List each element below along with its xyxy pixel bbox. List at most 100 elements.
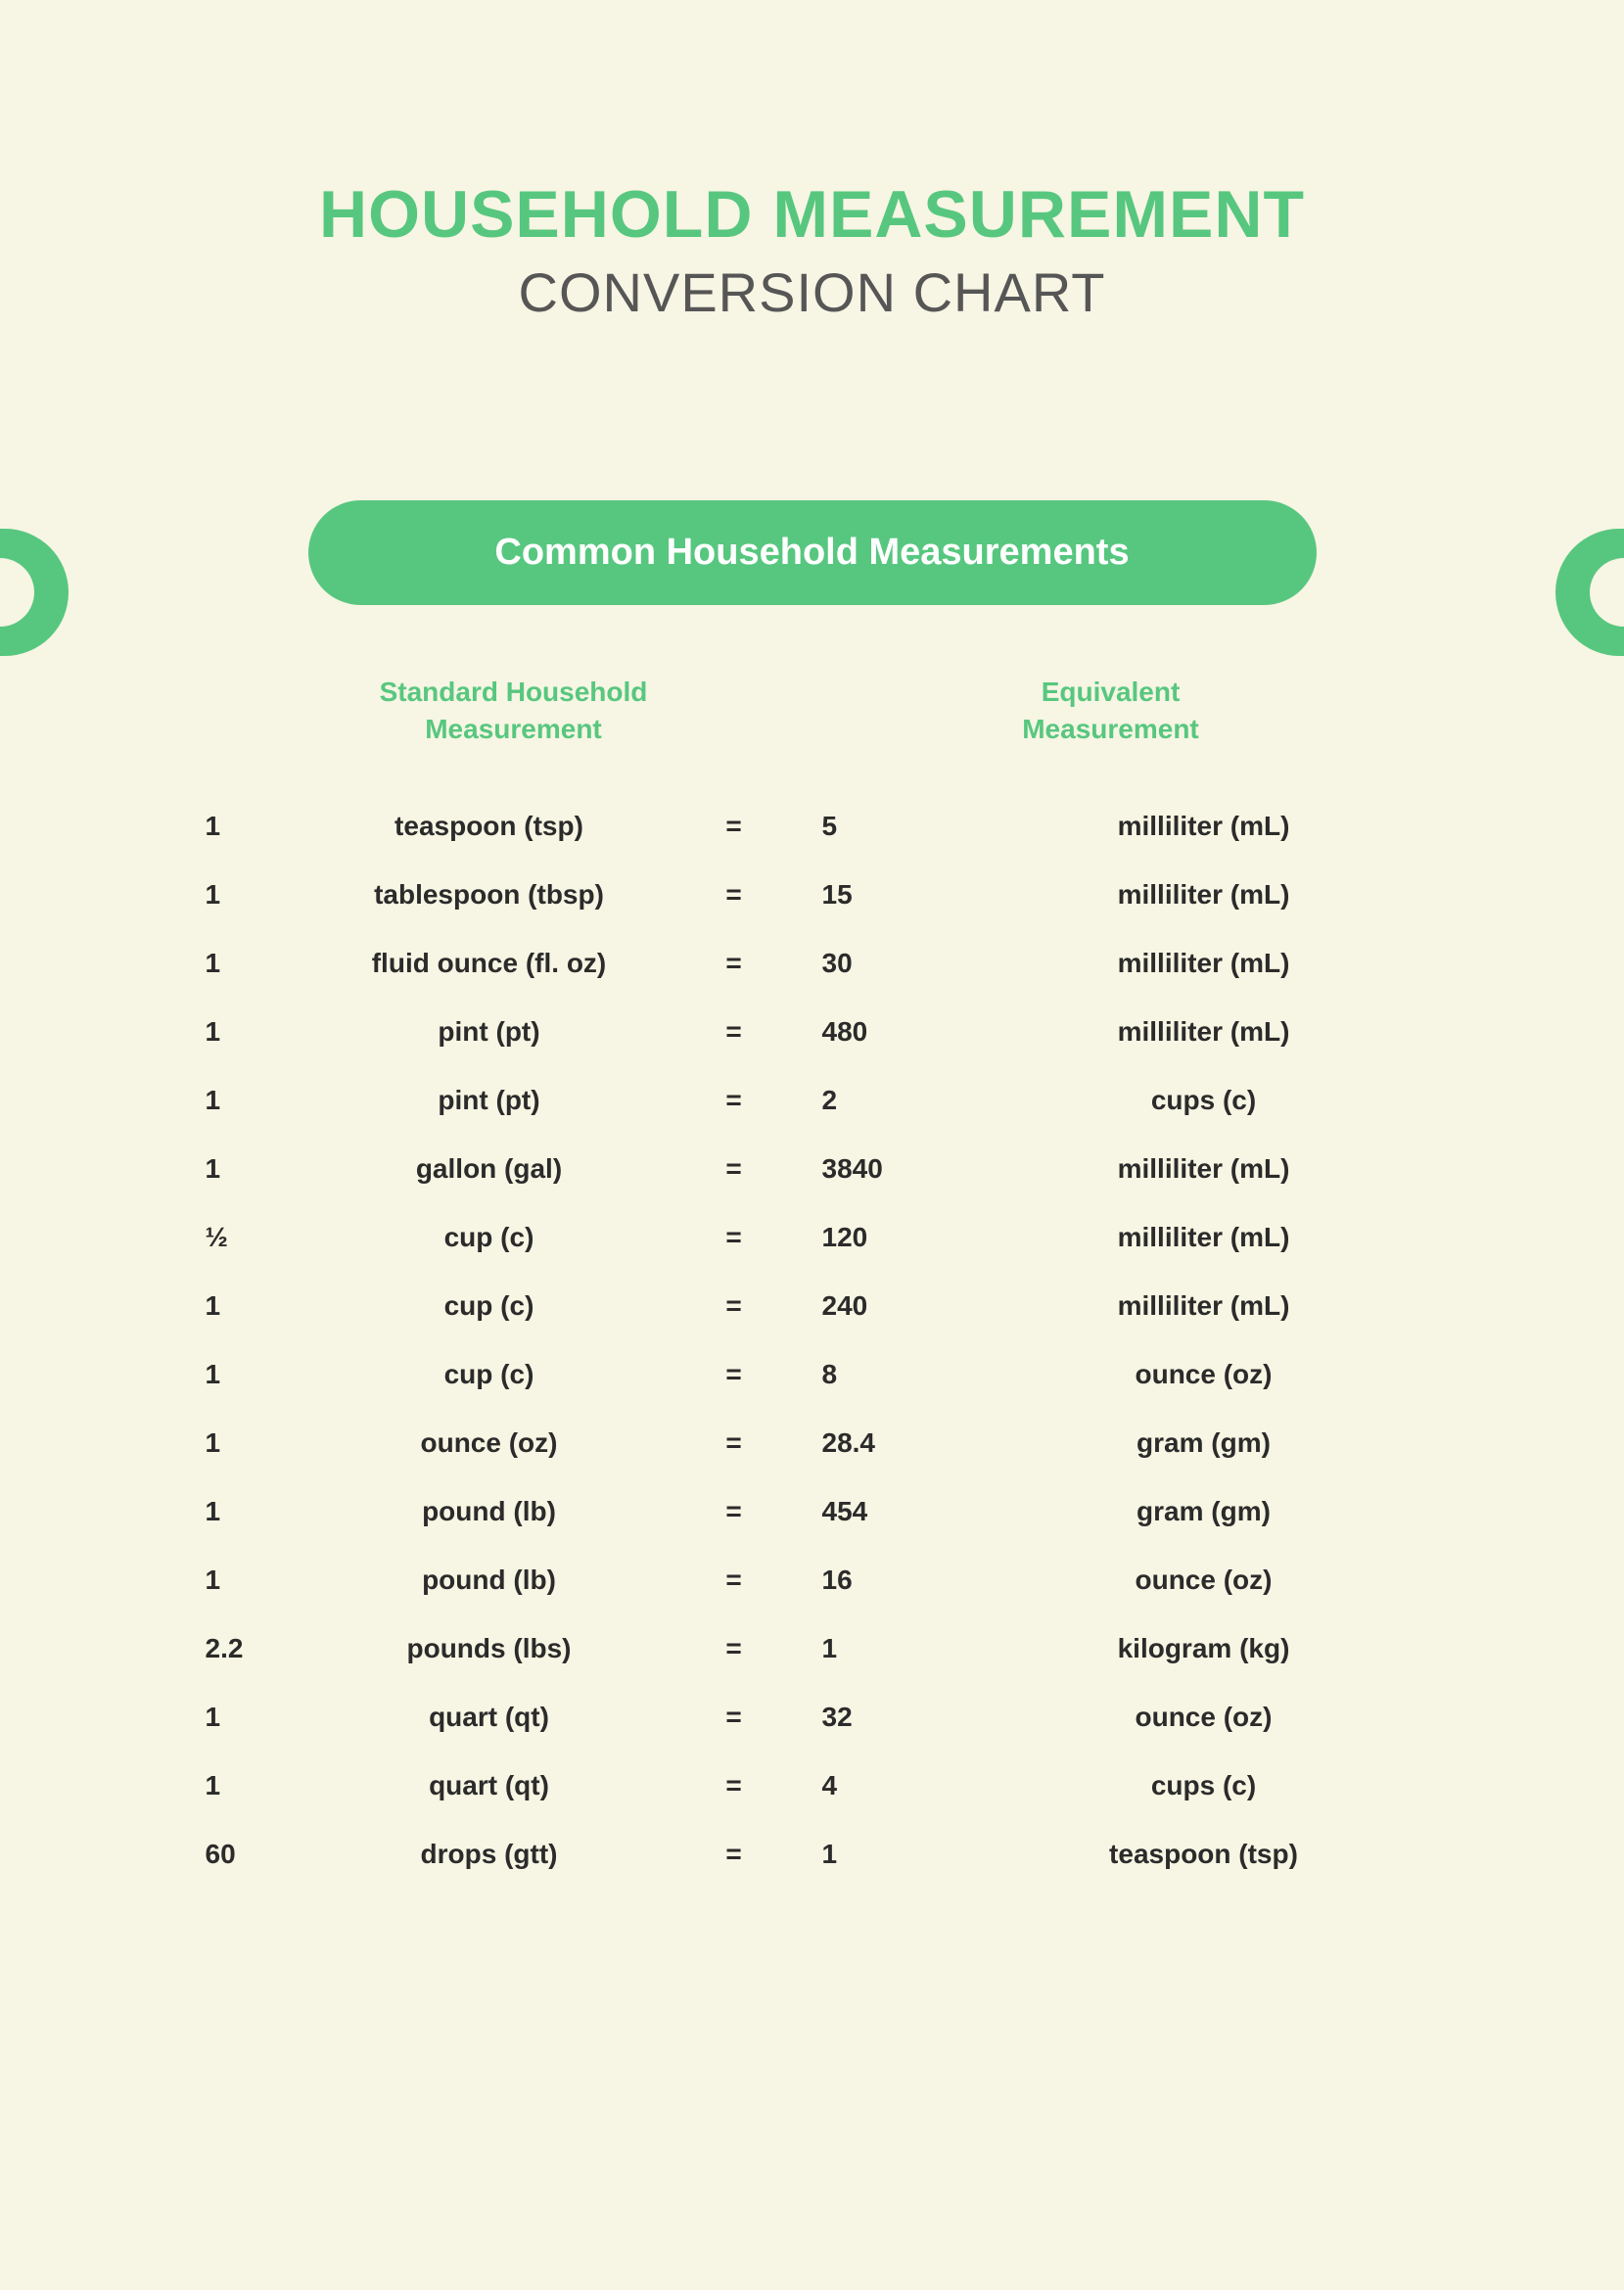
cell-unit1: quart (qt) bbox=[303, 1770, 675, 1801]
header-right-line2: Measurement bbox=[1022, 714, 1199, 744]
cell-qty2: 2 bbox=[793, 1085, 969, 1116]
cell-qty1: 1 bbox=[186, 1359, 303, 1390]
cell-qty2: 120 bbox=[793, 1222, 969, 1253]
header-left-line2: Measurement bbox=[425, 714, 602, 744]
table-row: 1pint (pt)=2cups (c) bbox=[186, 1066, 1439, 1135]
cell-unit1: pound (lb) bbox=[303, 1565, 675, 1596]
cell-qty2: 5 bbox=[793, 811, 969, 842]
cell-unit2: milliliter (mL) bbox=[969, 879, 1439, 911]
cell-equals: = bbox=[675, 1016, 793, 1048]
table-row: 2.2pounds (lbs)=1kilogram (kg) bbox=[186, 1614, 1439, 1683]
cell-equals: = bbox=[675, 1633, 793, 1664]
cell-unit2: ounce (oz) bbox=[969, 1702, 1439, 1733]
column-header-standard: Standard Household Measurement bbox=[274, 674, 754, 748]
cell-equals: = bbox=[675, 879, 793, 911]
cell-equals: = bbox=[675, 1153, 793, 1185]
cell-qty1: 2.2 bbox=[186, 1633, 303, 1664]
cell-qty2: 28.4 bbox=[793, 1427, 969, 1459]
cell-qty1: 1 bbox=[186, 879, 303, 911]
page-title-line1: HOUSEHOLD MEASUREMENT bbox=[0, 176, 1624, 253]
table-row: 1quart (qt)=4cups (c) bbox=[186, 1752, 1439, 1820]
column-header-equivalent: Equivalent Measurement bbox=[871, 674, 1351, 748]
cell-unit1: tablespoon (tbsp) bbox=[303, 879, 675, 911]
cell-equals: = bbox=[675, 1427, 793, 1459]
cell-qty2: 30 bbox=[793, 948, 969, 979]
table-row: 1cup (c)=8ounce (oz) bbox=[186, 1340, 1439, 1409]
cell-equals: = bbox=[675, 1770, 793, 1801]
cell-unit2: ounce (oz) bbox=[969, 1565, 1439, 1596]
conversion-table: 1teaspoon (tsp)=5milliliter (mL)1tablesp… bbox=[186, 792, 1439, 1889]
table-row: 1gallon (gal)=3840milliliter (mL) bbox=[186, 1135, 1439, 1203]
table-row: 1pound (lb)=16ounce (oz) bbox=[186, 1546, 1439, 1614]
decoration-left bbox=[0, 529, 69, 656]
cell-unit1: drops (gtt) bbox=[303, 1839, 675, 1870]
cell-qty2: 15 bbox=[793, 879, 969, 911]
cell-qty1: 1 bbox=[186, 1770, 303, 1801]
cell-qty2: 480 bbox=[793, 1016, 969, 1048]
cell-equals: = bbox=[675, 1359, 793, 1390]
cell-equals: = bbox=[675, 1565, 793, 1596]
cell-qty1: 1 bbox=[186, 811, 303, 842]
cell-unit2: milliliter (mL) bbox=[969, 1222, 1439, 1253]
cell-qty1: 1 bbox=[186, 1290, 303, 1322]
cell-qty2: 4 bbox=[793, 1770, 969, 1801]
table-row: 1cup (c)=240milliliter (mL) bbox=[186, 1272, 1439, 1340]
cell-unit2: milliliter (mL) bbox=[969, 948, 1439, 979]
cell-qty2: 1 bbox=[793, 1633, 969, 1664]
cell-unit2: gram (gm) bbox=[969, 1427, 1439, 1459]
cell-equals: = bbox=[675, 1085, 793, 1116]
table-row: 1teaspoon (tsp)=5milliliter (mL) bbox=[186, 792, 1439, 861]
cell-qty2: 3840 bbox=[793, 1153, 969, 1185]
cell-qty1: 1 bbox=[186, 1085, 303, 1116]
cell-qty1: 1 bbox=[186, 1565, 303, 1596]
cell-qty2: 454 bbox=[793, 1496, 969, 1527]
cell-unit1: quart (qt) bbox=[303, 1702, 675, 1733]
cell-qty1: 1 bbox=[186, 1153, 303, 1185]
cell-qty2: 8 bbox=[793, 1359, 969, 1390]
decoration-right bbox=[1555, 529, 1624, 656]
cell-unit2: gram (gm) bbox=[969, 1496, 1439, 1527]
header-right-line1: Equivalent bbox=[1042, 677, 1181, 707]
cell-unit1: cup (c) bbox=[303, 1290, 675, 1322]
cell-qty2: 1 bbox=[793, 1839, 969, 1870]
table-row: 1pint (pt)=480milliliter (mL) bbox=[186, 998, 1439, 1066]
cell-unit2: milliliter (mL) bbox=[969, 1290, 1439, 1322]
cell-qty1: 60 bbox=[186, 1839, 303, 1870]
page-title-line2: CONVERSION CHART bbox=[0, 260, 1624, 324]
column-headers: Standard Household Measurement Equivalen… bbox=[274, 674, 1351, 748]
header-left-line1: Standard Household bbox=[380, 677, 648, 707]
table-row: ½cup (c)=120milliliter (mL) bbox=[186, 1203, 1439, 1272]
cell-unit1: pound (lb) bbox=[303, 1496, 675, 1527]
cell-equals: = bbox=[675, 1839, 793, 1870]
page-title-block: HOUSEHOLD MEASUREMENT CONVERSION CHART bbox=[0, 176, 1624, 324]
cell-unit1: pint (pt) bbox=[303, 1085, 675, 1116]
cell-unit1: cup (c) bbox=[303, 1222, 675, 1253]
cell-equals: = bbox=[675, 1222, 793, 1253]
table-row: 1pound (lb)=454gram (gm) bbox=[186, 1477, 1439, 1546]
cell-unit2: milliliter (mL) bbox=[969, 1153, 1439, 1185]
table-row: 1tablespoon (tbsp)=15milliliter (mL) bbox=[186, 861, 1439, 929]
cell-unit1: fluid ounce (fl. oz) bbox=[303, 948, 675, 979]
cell-equals: = bbox=[675, 1496, 793, 1527]
cell-equals: = bbox=[675, 1290, 793, 1322]
cell-qty2: 32 bbox=[793, 1702, 969, 1733]
cell-unit2: teaspoon (tsp) bbox=[969, 1839, 1439, 1870]
cell-equals: = bbox=[675, 811, 793, 842]
section-pill: Common Household Measurements bbox=[308, 500, 1317, 605]
cell-unit2: cups (c) bbox=[969, 1770, 1439, 1801]
cell-unit1: cup (c) bbox=[303, 1359, 675, 1390]
cell-qty1: 1 bbox=[186, 1702, 303, 1733]
cell-unit1: teaspoon (tsp) bbox=[303, 811, 675, 842]
table-row: 60drops (gtt)=1teaspoon (tsp) bbox=[186, 1820, 1439, 1889]
cell-equals: = bbox=[675, 1702, 793, 1733]
table-row: 1fluid ounce (fl. oz)=30milliliter (mL) bbox=[186, 929, 1439, 998]
cell-unit1: pounds (lbs) bbox=[303, 1633, 675, 1664]
cell-unit2: cups (c) bbox=[969, 1085, 1439, 1116]
cell-unit2: ounce (oz) bbox=[969, 1359, 1439, 1390]
cell-qty2: 16 bbox=[793, 1565, 969, 1596]
table-row: 1quart (qt)=32ounce (oz) bbox=[186, 1683, 1439, 1752]
cell-qty1: ½ bbox=[186, 1222, 303, 1253]
cell-qty1: 1 bbox=[186, 1016, 303, 1048]
cell-unit2: kilogram (kg) bbox=[969, 1633, 1439, 1664]
cell-qty1: 1 bbox=[186, 1427, 303, 1459]
